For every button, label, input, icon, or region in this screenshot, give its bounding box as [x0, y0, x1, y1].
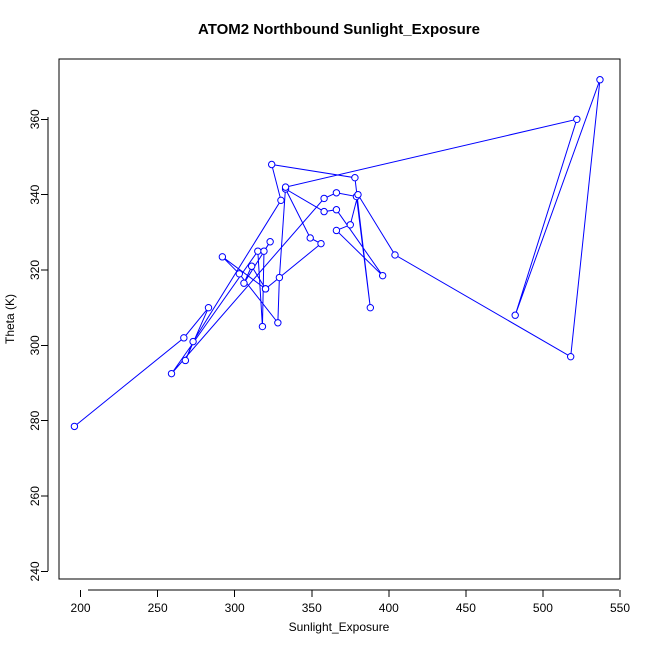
x-tick-label-2: 300 — [225, 601, 245, 615]
data-point-11 — [320, 194, 328, 203]
y-axis-label: Theta (K) — [3, 294, 17, 344]
data-point-6 — [267, 160, 276, 169]
data-point-20 — [317, 239, 325, 248]
x-tick-label-3: 350 — [302, 601, 322, 615]
data-point-0 — [70, 422, 79, 431]
x-tick-label-7: 550 — [610, 601, 630, 615]
data-point-27 — [346, 221, 354, 229]
y-tick-label-1: 260 — [28, 486, 42, 506]
data-point-38 — [218, 253, 227, 261]
data-point-39 — [261, 285, 270, 293]
data-point-30 — [566, 352, 575, 361]
data-point-26 — [332, 226, 341, 235]
y-tick-label-6: 360 — [28, 109, 42, 129]
y-tick-label-0: 240 — [28, 561, 42, 581]
data-point-37 — [235, 270, 244, 278]
data-point-3 — [181, 356, 190, 365]
series-line — [74, 79, 601, 427]
data-point-25 — [378, 271, 387, 280]
data-point-33 — [573, 115, 581, 123]
chart-title: ATOM2 Northbound Sunlight_Exposure — [198, 21, 480, 38]
data-point-14 — [258, 322, 267, 331]
y-tick-label-3: 300 — [28, 335, 42, 355]
y-tick-label-5: 340 — [28, 184, 42, 204]
plot-frame — [58, 58, 621, 580]
data-point-18 — [247, 262, 256, 270]
data-point-12 — [167, 369, 176, 378]
data-point-4 — [189, 337, 197, 346]
data-point-24 — [332, 206, 341, 214]
data-point-10 — [332, 189, 341, 197]
x-tick-label-4: 400 — [379, 601, 399, 615]
data-point-28 — [354, 190, 362, 199]
data-point-13 — [254, 247, 262, 255]
data-point-17 — [240, 279, 248, 287]
data-point-35 — [275, 273, 284, 282]
x-tick-label-5: 450 — [456, 601, 476, 615]
data-point-36 — [274, 319, 282, 327]
x-tick-label-0: 200 — [71, 601, 91, 615]
data-point-34 — [281, 183, 290, 191]
data-point-15 — [260, 247, 268, 255]
data-point-2 — [204, 303, 213, 312]
data-point-32 — [511, 311, 519, 319]
x-tick-label-6: 500 — [533, 601, 553, 615]
data-point-7 — [351, 173, 359, 182]
series-layer — [70, 76, 604, 431]
y-tick-label-2: 280 — [28, 410, 42, 430]
y-ticks: 240 260 280 300 320 340 360 — [28, 109, 48, 581]
data-point-8 — [366, 303, 375, 312]
x-ticks: 200 250 300 350 400 450 500 550 — [71, 590, 630, 615]
data-point-31 — [596, 76, 604, 84]
x-axis-label: Sunlight_Exposure — [289, 620, 390, 634]
data-point-29 — [391, 251, 399, 259]
data-point-16 — [266, 238, 274, 246]
y-tick-label-4: 320 — [28, 260, 42, 280]
x-tick-label-1: 250 — [148, 601, 168, 615]
data-point-5 — [277, 196, 285, 205]
data-point-1 — [180, 334, 188, 342]
data-point-21 — [306, 234, 314, 242]
data-point-23 — [320, 207, 328, 216]
